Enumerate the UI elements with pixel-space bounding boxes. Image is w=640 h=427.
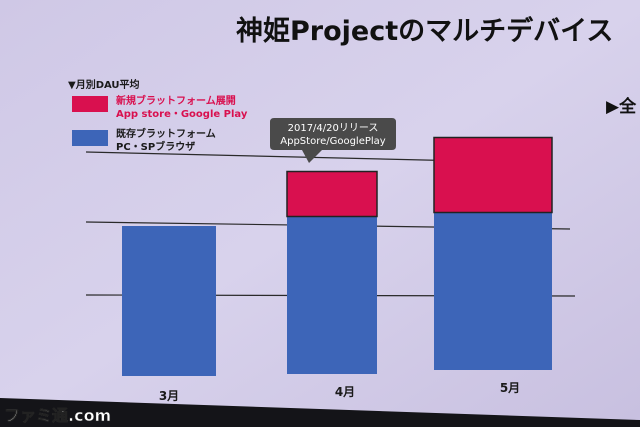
chart-legend: 新規ブラットフォーム展開 App store・Google Play 既存ブラッ… bbox=[72, 94, 248, 153]
watermark: ファミ通.com bbox=[4, 406, 111, 425]
category-label-apr: 4月 bbox=[335, 385, 355, 399]
legend-new-line2: App store・Google Play bbox=[116, 109, 248, 120]
annotation-callout bbox=[270, 118, 396, 163]
legend-browser-line1: 既存ブラットフォーム bbox=[116, 127, 216, 140]
legend-swatch-browser bbox=[72, 130, 108, 146]
category-label-may: 5月 bbox=[500, 381, 520, 395]
chart-bars bbox=[122, 136, 553, 376]
slide-title: 神姫Projectのマルチデバイス bbox=[236, 15, 613, 47]
bar-new-platform-3 bbox=[433, 136, 553, 214]
annotation-line2: AppStore/GooglePlay bbox=[280, 136, 386, 147]
legend-new-line1: 新規ブラットフォーム展開 bbox=[116, 94, 236, 107]
slide-right-text: ▶全 bbox=[606, 96, 637, 117]
bar-browser-3 bbox=[434, 212, 552, 370]
bar-browser-2 bbox=[287, 216, 377, 374]
category-label-mar: 3月 bbox=[159, 389, 179, 403]
annotation-line1: 2017/4/20リリース bbox=[288, 123, 379, 134]
chart-title: ▼月別DAU平均 bbox=[68, 78, 140, 91]
legend-browser-line2: PC・SPブラウザ bbox=[116, 140, 195, 153]
bar-browser-1 bbox=[122, 226, 216, 376]
release-annotation: 2017/4/20リリース AppStore/GooglePlay bbox=[270, 118, 396, 163]
legend-swatch-new bbox=[72, 96, 108, 112]
bar-new-platform-2 bbox=[286, 170, 378, 218]
